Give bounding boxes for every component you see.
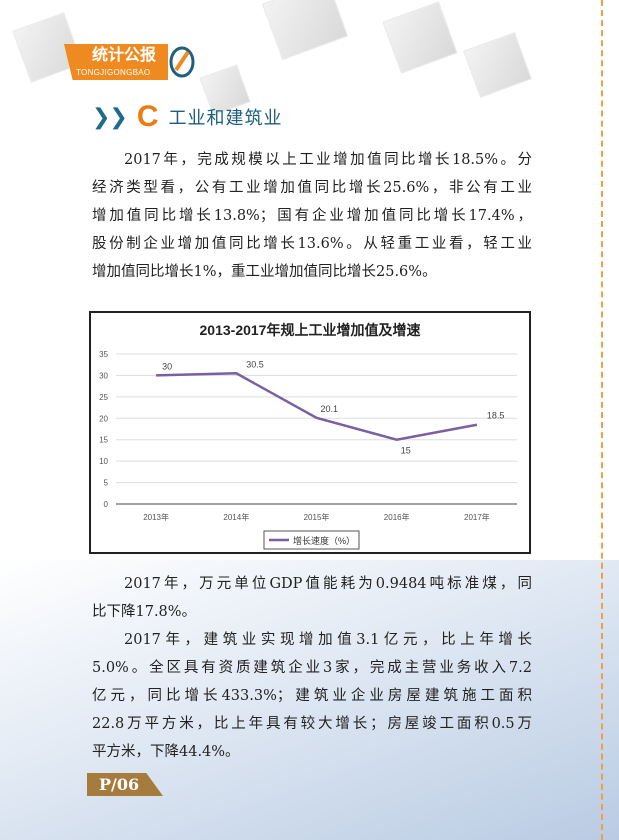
y-tick-label: 25 bbox=[99, 393, 108, 402]
data-label: 30.5 bbox=[246, 359, 264, 369]
text-line: 经济类型看，公有工业增加值同比增长25.6%，非公有工业 bbox=[92, 180, 532, 196]
text-line: 2017年，完成规模以上工业增加值同比增长18.5%。分 bbox=[124, 152, 532, 168]
text-line: 2017年，建筑业实现增加值3.1亿元，比上年增长 bbox=[124, 632, 532, 648]
text-line: 22.8万平方米，比上年具有较大增长；房屋竣工面积0.5万 bbox=[92, 716, 532, 732]
text-line: 股份制企业增加值同比增长13.6%。从轻重工业看，轻工业 bbox=[92, 236, 532, 252]
margin-dashed-line bbox=[601, 0, 603, 840]
page-number: P/06 bbox=[87, 773, 163, 796]
section-letter: C bbox=[136, 100, 159, 133]
y-tick-label: 20 bbox=[99, 414, 108, 423]
x-tick-label: 2016年 bbox=[384, 512, 410, 522]
data-label: 15 bbox=[401, 446, 411, 456]
text-line: 平方米，下降44.4%。 bbox=[92, 744, 240, 760]
logo-en: TONGJIGONGBAO bbox=[76, 68, 151, 77]
y-tick-label: 30 bbox=[99, 371, 108, 380]
text-line: 增加值同比增长13.8%；国有企业增加值同比增长17.4%， bbox=[92, 208, 532, 224]
y-tick-label: 5 bbox=[104, 479, 109, 488]
data-label: 18.5 bbox=[487, 411, 505, 421]
x-tick-label: 2015年 bbox=[304, 512, 330, 522]
logo-cn: 统计公报 bbox=[92, 45, 157, 64]
paragraph-energy: 2017年，万元单位GDP值能耗为0.9484吨标准煤，同 比下降17.8%。 bbox=[92, 570, 532, 626]
x-tick-label: 2017年 bbox=[464, 512, 490, 522]
y-tick-label: 10 bbox=[99, 457, 108, 466]
y-tick-label: 0 bbox=[104, 500, 109, 509]
y-tick-label: 15 bbox=[99, 436, 108, 445]
text-line: 2017年，万元单位GDP值能耗为0.9484吨标准煤，同 bbox=[124, 576, 532, 592]
section-heading: ❯❯ C 工业和建筑业 bbox=[92, 100, 283, 134]
series-line bbox=[156, 372, 478, 441]
y-tick-label: 35 bbox=[99, 350, 108, 359]
line-chart: 2013-2017年规上工业增加值及增速 0 5 10 15 20 25 30 35 2013年 2… bbox=[89, 311, 531, 554]
bulletin-logo: 统计公报 TONGJIGONGBAO bbox=[64, 44, 196, 80]
legend-box bbox=[263, 530, 360, 550]
data-label: 30 bbox=[162, 361, 172, 371]
chart-svg: 2013-2017年规上工业增加值及增速 0 5 10 15 20 25 30 35 2013年 2… bbox=[99, 322, 517, 550]
x-tick-label: 2013年 bbox=[143, 512, 169, 522]
data-label: 20.1 bbox=[321, 404, 339, 414]
text-line: 增加值同比增长1%，重工业增加值同比增长25.6%。 bbox=[92, 264, 437, 280]
text-line: 亿元，同比增长433.3%；建筑业企业房屋建筑施工面积 bbox=[92, 688, 532, 704]
decorative-cube bbox=[261, 0, 349, 61]
legend-label: 增长速度（%） bbox=[293, 535, 355, 546]
section-title: 工业和建筑业 bbox=[168, 108, 283, 129]
statistics-emblem-icon bbox=[168, 44, 196, 80]
chart-title: 2013-2017年规上工业增加值及增速 bbox=[200, 322, 421, 338]
text-line: 比下降17.8%。 bbox=[92, 604, 197, 620]
decorative-cube bbox=[382, 1, 458, 74]
paragraph-construction: 2017年，建筑业实现增加值3.1亿元，比上年增长 5.0%。全区具有资质建筑企… bbox=[92, 626, 532, 766]
decorative-cube bbox=[463, 32, 532, 98]
text-line: 5.0%。全区具有资质建筑企业3家，完成主营业务收入7.2 bbox=[92, 660, 532, 676]
x-tick-label: 2014年 bbox=[223, 512, 249, 522]
paragraph-industry: 2017年，完成规模以上工业增加值同比增长18.5%。分 经济类型看，公有工业增… bbox=[92, 146, 532, 286]
double-chevron-icon: ❯❯ bbox=[92, 104, 128, 130]
